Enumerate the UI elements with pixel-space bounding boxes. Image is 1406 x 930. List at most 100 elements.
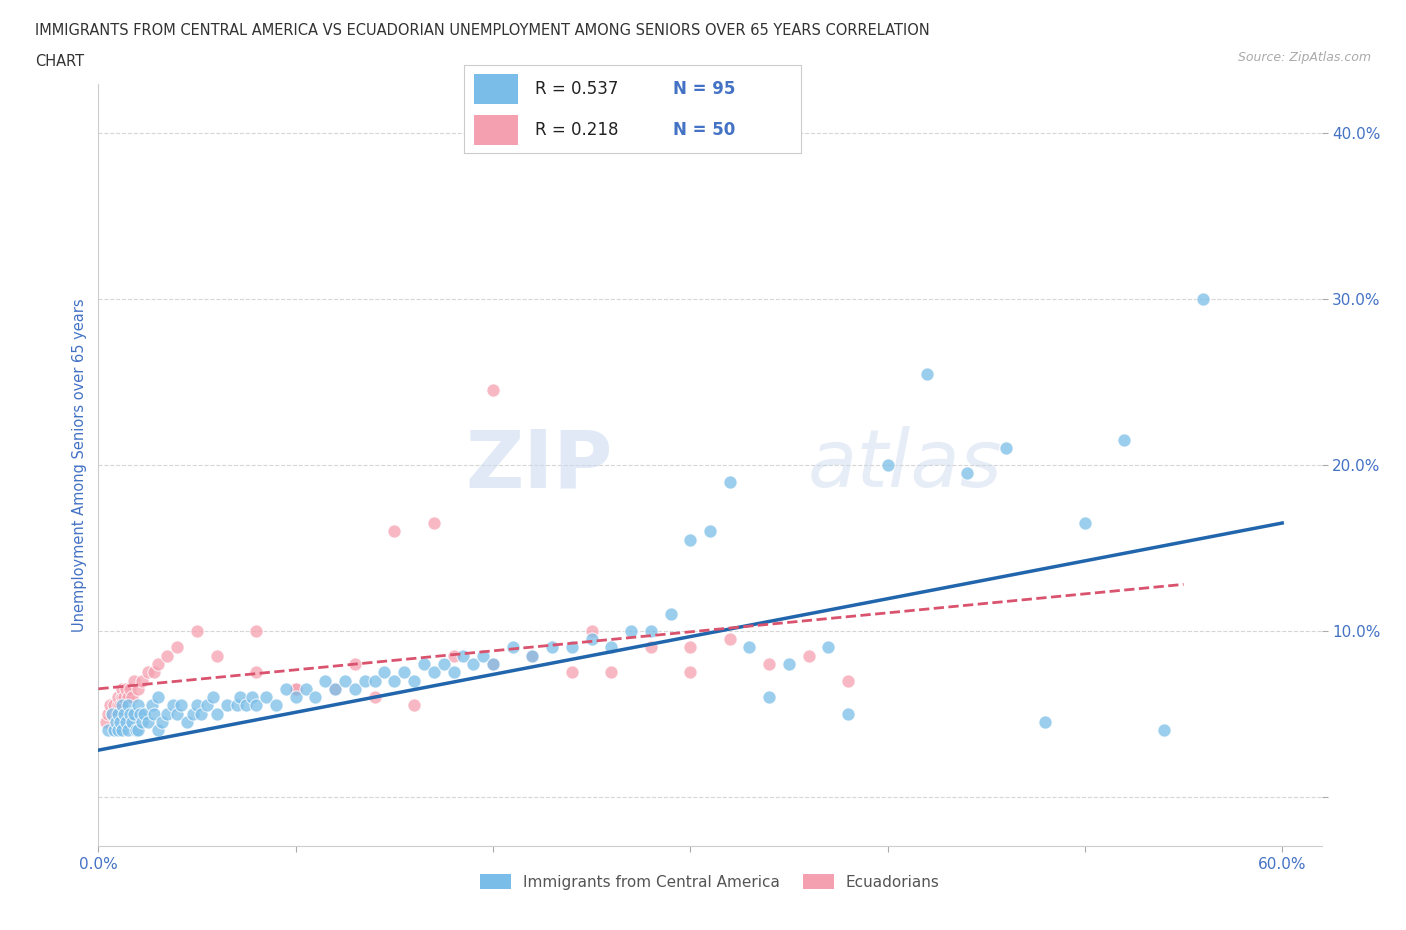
Point	[117, 698, 139, 712]
Point	[136, 714, 159, 729]
Point	[758, 690, 780, 705]
Point	[166, 706, 188, 721]
Point	[620, 623, 643, 638]
Point	[105, 706, 128, 721]
Point	[107, 690, 129, 705]
Point	[235, 698, 257, 712]
Point	[127, 723, 149, 737]
Point	[128, 706, 150, 721]
Point	[264, 698, 287, 712]
Point	[111, 690, 134, 705]
Text: R = 0.218: R = 0.218	[534, 121, 619, 139]
Point	[343, 682, 366, 697]
Point	[778, 657, 800, 671]
Point	[225, 698, 247, 712]
Point	[118, 682, 141, 697]
Point	[463, 657, 485, 671]
Point	[205, 706, 228, 721]
Text: N = 95: N = 95	[673, 80, 735, 98]
Point	[679, 532, 702, 547]
Text: N = 50: N = 50	[673, 121, 735, 139]
Point	[876, 458, 898, 472]
Point	[132, 706, 155, 721]
Text: atlas: atlas	[808, 426, 1002, 504]
Point	[112, 690, 135, 705]
Point	[363, 673, 385, 688]
Point	[115, 714, 138, 729]
Point	[423, 665, 446, 680]
Point	[121, 714, 143, 729]
Point	[136, 665, 159, 680]
Point	[201, 690, 224, 705]
Point	[254, 690, 277, 705]
Point	[107, 706, 129, 721]
Point	[190, 706, 212, 721]
Point	[101, 706, 124, 721]
Text: IMMIGRANTS FROM CENTRAL AMERICA VS ECUADORIAN UNEMPLOYMENT AMONG SENIORS OVER 65: IMMIGRANTS FROM CENTRAL AMERICA VS ECUAD…	[35, 23, 929, 38]
Point	[718, 631, 741, 646]
Point	[111, 682, 134, 697]
Point	[122, 706, 145, 721]
Point	[97, 706, 120, 721]
Point	[103, 723, 125, 737]
Point	[146, 657, 169, 671]
Point	[245, 623, 267, 638]
Point	[103, 698, 125, 712]
Point	[817, 640, 839, 655]
Point	[162, 698, 184, 712]
Point	[1074, 515, 1097, 530]
Point	[640, 640, 662, 655]
Point	[284, 682, 307, 697]
Point	[284, 682, 307, 697]
Point	[482, 657, 505, 671]
Point	[1192, 292, 1215, 307]
Point	[294, 682, 316, 697]
Point	[955, 466, 977, 481]
Point	[245, 665, 267, 680]
Point	[107, 698, 129, 712]
Point	[541, 640, 564, 655]
Point	[98, 698, 121, 712]
Point	[186, 698, 208, 712]
Point	[108, 698, 131, 712]
Point	[600, 665, 623, 680]
Point	[284, 690, 307, 705]
Point	[181, 706, 204, 721]
Point	[304, 690, 326, 705]
Point	[146, 690, 169, 705]
Text: ZIP: ZIP	[465, 426, 612, 504]
Point	[453, 648, 475, 663]
Point	[581, 631, 603, 646]
Point	[333, 673, 356, 688]
Point	[131, 714, 153, 729]
Point	[122, 673, 145, 688]
Point	[127, 698, 149, 712]
Point	[186, 623, 208, 638]
Text: R = 0.537: R = 0.537	[534, 80, 619, 98]
Point	[797, 648, 820, 663]
Point	[363, 690, 385, 705]
Point	[472, 648, 495, 663]
Point	[150, 714, 173, 729]
Point	[195, 698, 218, 712]
Text: Source: ZipAtlas.com: Source: ZipAtlas.com	[1237, 51, 1371, 64]
Point	[1035, 714, 1057, 729]
Point	[837, 706, 859, 721]
Point	[112, 706, 135, 721]
Point	[166, 640, 188, 655]
Bar	[474, 114, 517, 145]
Point	[482, 383, 505, 398]
Point	[240, 690, 263, 705]
Point	[679, 640, 702, 655]
Point	[581, 623, 603, 638]
Point	[373, 665, 395, 680]
Point	[1114, 432, 1136, 447]
Point	[482, 657, 505, 671]
Point	[121, 690, 143, 705]
Point	[353, 673, 375, 688]
Point	[274, 682, 297, 697]
Point	[679, 665, 702, 680]
Point	[118, 706, 141, 721]
Point	[127, 682, 149, 697]
Point	[314, 673, 336, 688]
